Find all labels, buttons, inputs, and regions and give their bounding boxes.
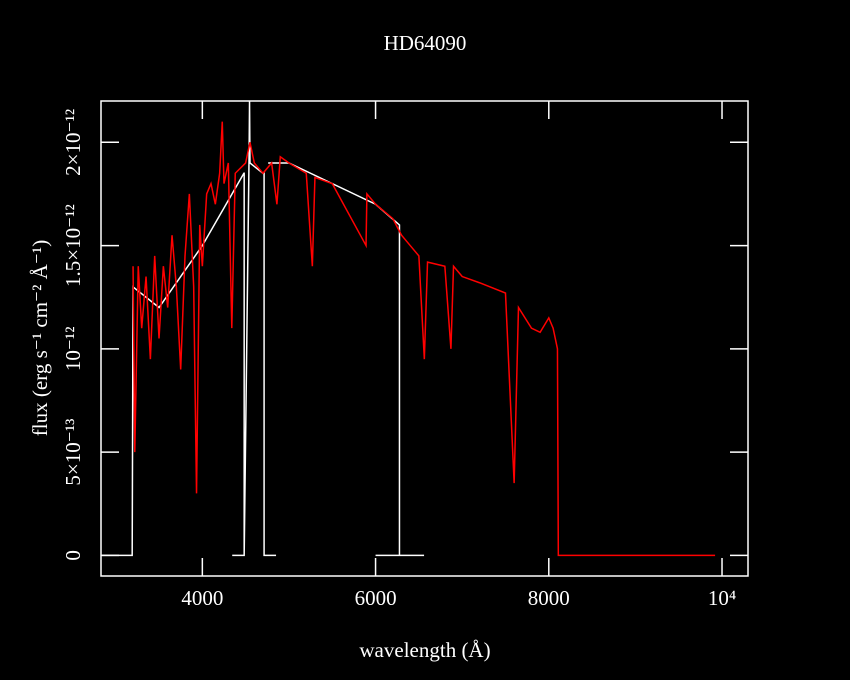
y-tick-label: 2×10⁻¹² xyxy=(61,109,85,176)
plot-area xyxy=(101,101,716,557)
spectrum-line xyxy=(101,101,425,557)
chart-title: HD64090 xyxy=(384,31,467,55)
y-tick-label: 1.5×10⁻¹² xyxy=(61,204,85,287)
plot-frame xyxy=(100,100,749,577)
x-tick-label: 8000 xyxy=(528,586,570,610)
y-tick-label: 0 xyxy=(61,550,85,561)
y-tick-label: 5×10⁻¹³ xyxy=(61,419,85,486)
x-tick-label: 6000 xyxy=(355,586,397,610)
y-tick-label: 10⁻¹² xyxy=(61,326,85,371)
x-tick-label: 10⁴ xyxy=(708,586,736,610)
x-axis-label: wavelength (Å) xyxy=(359,638,490,662)
y-axis-label: flux (erg s⁻¹ cm⁻² Å⁻¹) xyxy=(28,240,52,436)
spectrum-line xyxy=(132,121,716,557)
x-tick-label: 4000 xyxy=(181,586,223,610)
